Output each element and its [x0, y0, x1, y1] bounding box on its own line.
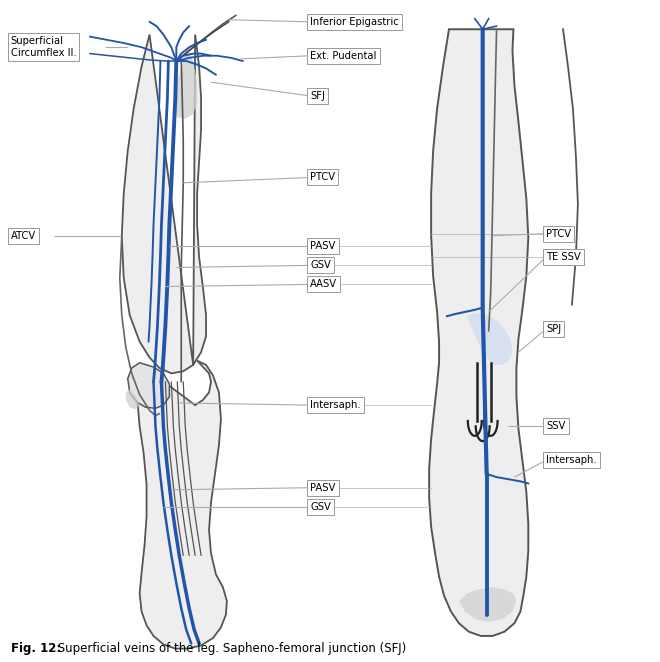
- Text: Ext. Pudental: Ext. Pudental: [310, 51, 377, 61]
- Text: Fig. 12:: Fig. 12:: [11, 642, 61, 655]
- Polygon shape: [459, 587, 516, 622]
- Polygon shape: [467, 313, 512, 365]
- Polygon shape: [429, 29, 528, 636]
- Text: Intersaph.: Intersaph.: [310, 400, 361, 410]
- Polygon shape: [121, 34, 206, 373]
- Text: TE SSV: TE SSV: [546, 252, 581, 262]
- Text: GSV: GSV: [310, 502, 331, 512]
- Text: SSV: SSV: [546, 421, 566, 431]
- Text: Inferior Epigastric: Inferior Epigastric: [310, 17, 399, 27]
- Polygon shape: [138, 361, 227, 649]
- Text: Intersaph.: Intersaph.: [546, 455, 597, 465]
- Text: PASV: PASV: [310, 483, 335, 493]
- Text: Superficial
Circumflex II.: Superficial Circumflex II.: [11, 36, 77, 58]
- Text: PTCV: PTCV: [310, 173, 335, 183]
- Text: SPJ: SPJ: [546, 324, 561, 334]
- Polygon shape: [126, 389, 140, 409]
- Text: GSV: GSV: [310, 260, 331, 270]
- Text: Superficial veins of the leg. Sapheno-femoral junction (SFJ): Superficial veins of the leg. Sapheno-fe…: [54, 642, 407, 655]
- Polygon shape: [174, 47, 197, 119]
- Polygon shape: [128, 363, 170, 408]
- Text: SFJ: SFJ: [310, 91, 325, 101]
- Text: PASV: PASV: [310, 241, 335, 252]
- Text: AASV: AASV: [310, 279, 337, 289]
- Text: PTCV: PTCV: [546, 228, 572, 238]
- Text: ATCV: ATCV: [11, 231, 36, 241]
